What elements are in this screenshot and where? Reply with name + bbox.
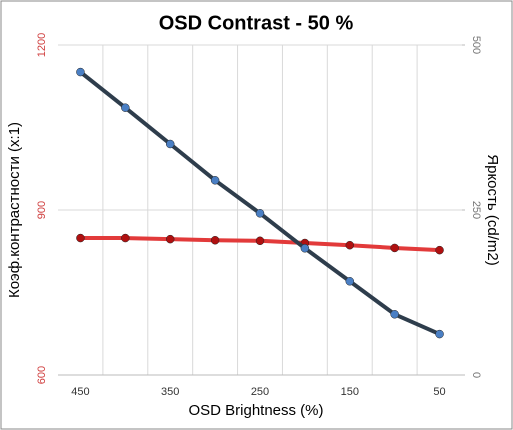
- x-tick-label: 250: [251, 386, 269, 398]
- data-point: [255, 236, 265, 246]
- x-tick-label: 350: [161, 386, 179, 398]
- data-point: [255, 209, 265, 218]
- data-point: [210, 176, 220, 185]
- y2-tick-label: 250: [470, 201, 482, 219]
- x-tick-label: 450: [71, 386, 89, 398]
- data-point: [345, 277, 355, 286]
- data-point: [390, 310, 399, 319]
- y-tick-label: 900: [36, 201, 48, 219]
- y-tick-label: 1200: [36, 33, 48, 57]
- y-axis-title: Коэф.контрастности (x:1): [6, 122, 23, 298]
- y-tick-label: 600: [36, 366, 48, 384]
- data-point: [165, 234, 175, 244]
- chart-title: OSD Contrast - 50 %: [159, 12, 354, 34]
- data-point: [121, 233, 130, 243]
- data-point: [435, 245, 444, 255]
- data-point: [435, 329, 444, 339]
- x-axis-title: OSD Brightness (%): [188, 402, 323, 419]
- data-point: [300, 244, 310, 253]
- data-point: [76, 233, 85, 243]
- y2-tick-label: 500: [470, 36, 482, 54]
- data-point: [210, 236, 220, 245]
- data-point: [345, 240, 355, 250]
- x-tick-label: 50: [433, 386, 445, 398]
- data-point: [121, 103, 130, 112]
- x-tick-label: 150: [341, 386, 359, 398]
- y2-axis-title: Яркость (cd/m2): [484, 154, 501, 265]
- y2-tick-label: 0: [470, 372, 482, 378]
- data-point: [76, 67, 85, 77]
- data-point: [390, 243, 399, 253]
- data-point: [165, 139, 175, 149]
